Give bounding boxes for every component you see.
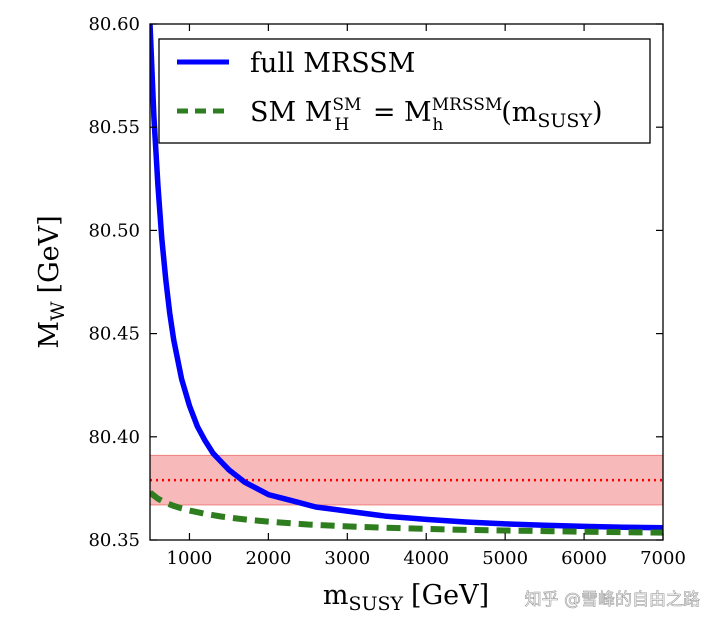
x-tick-label: 2000 bbox=[245, 548, 291, 569]
plot-frame bbox=[149, 23, 664, 541]
y-axis-ticks: 80.35 80.40 80.45 80.50 80.55 80.60 bbox=[88, 14, 663, 551]
experimental-band bbox=[150, 454, 663, 506]
legend-label-sm: SM MSM H = MMRSSM h (mSUSY) bbox=[250, 95, 603, 135]
x-tick-label: 1000 bbox=[167, 548, 213, 569]
y-axis-title: MW[GeV] bbox=[34, 215, 69, 348]
x-axis-title: mSUSY [GeV] bbox=[323, 580, 489, 615]
legend-label-full-mrssm: full MRSSM bbox=[250, 48, 415, 79]
x-tick-label: 7000 bbox=[640, 548, 686, 569]
y-tick-label: 80.45 bbox=[88, 324, 140, 345]
y-tick-label: 80.55 bbox=[88, 117, 140, 138]
y-tick-label: 80.40 bbox=[88, 427, 140, 448]
x-axis-ticks: 1000 2000 3000 4000 5000 6000 7000 bbox=[167, 24, 686, 569]
y-tick-label: 80.35 bbox=[88, 530, 140, 551]
watermark-text: 知乎 @雪峰的自由之路 bbox=[525, 590, 700, 610]
x-tick-label: 5000 bbox=[482, 548, 528, 569]
legend: full MRSSM SM MSM H = MMRSSM h (mSUSY) bbox=[158, 38, 651, 144]
x-tick-label: 3000 bbox=[324, 548, 370, 569]
series-sm-line bbox=[150, 490, 663, 536]
x-tick-label: 6000 bbox=[561, 548, 607, 569]
series-full-mrssm-line bbox=[150, 24, 663, 531]
x-tick-label: 4000 bbox=[403, 548, 449, 569]
legend-box bbox=[158, 38, 651, 144]
y-tick-label: 80.60 bbox=[88, 14, 140, 35]
y-tick-label: 80.50 bbox=[88, 220, 140, 241]
